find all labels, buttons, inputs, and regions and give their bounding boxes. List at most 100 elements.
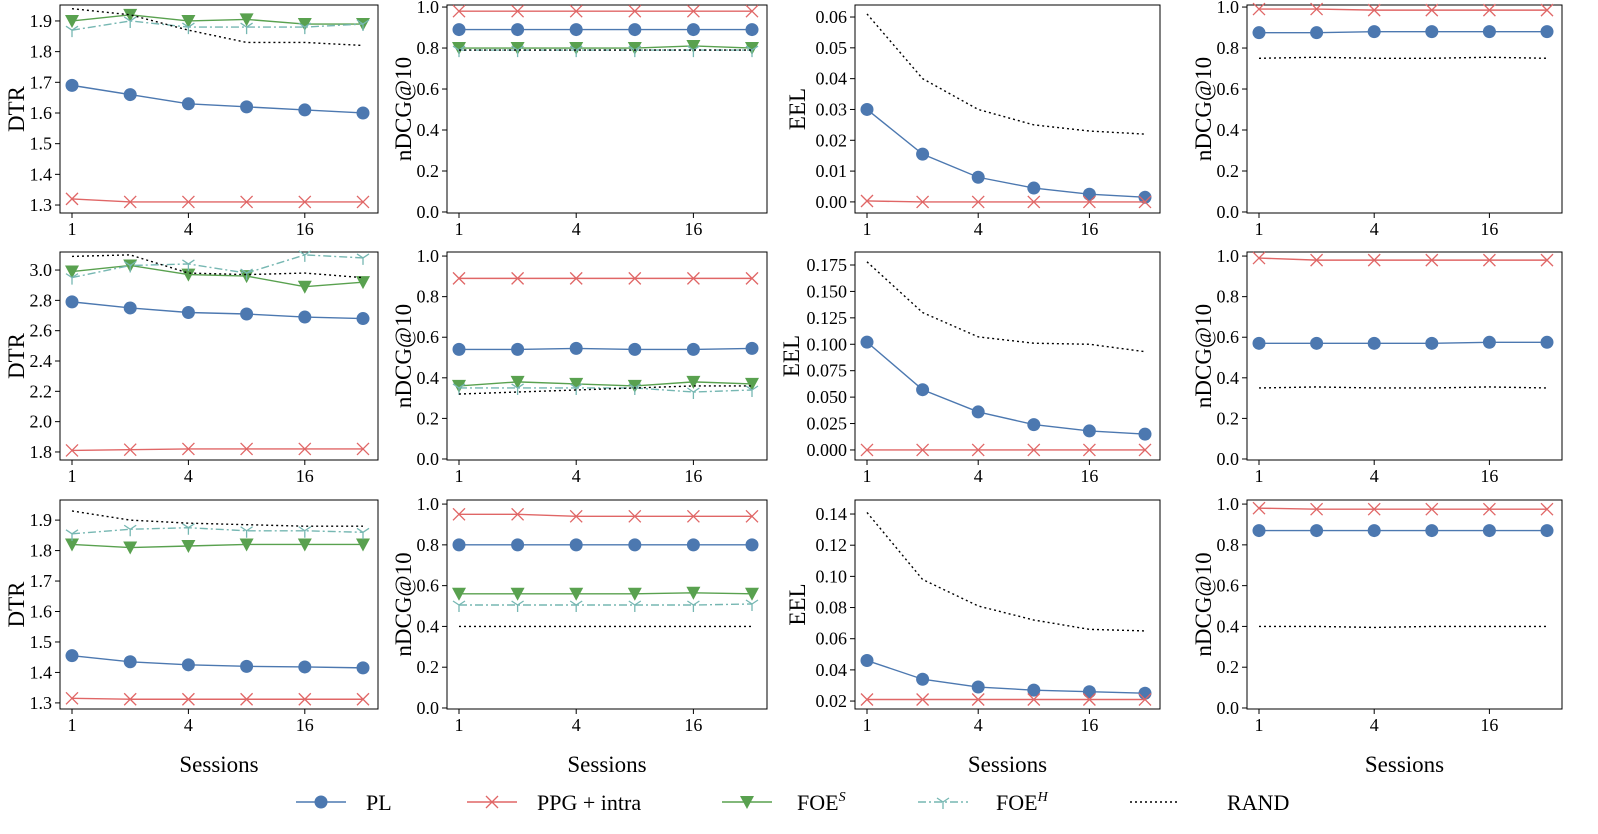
series-foeh bbox=[65, 523, 370, 541]
data-point bbox=[1082, 195, 1096, 209]
subplot-1: 1.3 1.4 1.5 1.6 1.7 1.8 1.9 1 4 16 DTR bbox=[4, 4, 379, 239]
y-tick-label: 0.4 bbox=[1217, 120, 1240, 140]
series-line bbox=[71, 264, 364, 288]
series-line bbox=[71, 254, 364, 279]
series-line bbox=[866, 512, 1146, 632]
series-line bbox=[866, 108, 1146, 198]
y-tick-label: 0.14 bbox=[816, 504, 848, 524]
y-tick-label: 0.8 bbox=[1217, 38, 1240, 58]
series-line bbox=[71, 7, 364, 47]
data-point bbox=[511, 538, 525, 552]
x-tick-label: 4 bbox=[572, 219, 581, 239]
data-point bbox=[686, 375, 701, 389]
data-point bbox=[1367, 336, 1381, 350]
y-tick-label: 0.00 bbox=[816, 192, 848, 212]
y-tick-label: 1.5 bbox=[30, 632, 53, 652]
y-tick-label: 0.4 bbox=[417, 616, 440, 636]
data-point bbox=[1310, 2, 1324, 16]
data-point bbox=[860, 443, 874, 457]
axes-frame bbox=[1246, 4, 1563, 214]
subplot-9: 1.3 1.4 1.5 1.6 1.7 1.8 1.9 1 4 16 DTR Sessions bbox=[4, 499, 379, 777]
data-point bbox=[1138, 195, 1152, 209]
data-point bbox=[1310, 26, 1324, 40]
y-tick-label: 0.0 bbox=[417, 449, 440, 469]
data-point bbox=[511, 342, 525, 356]
subplot-7: 0.000 0.025 0.050 0.075 0.100 0.125 0.150 0.175… bbox=[779, 251, 1161, 486]
subplot-8: 0.0 0.2 0.4 0.6 0.8 1.0 1 4 16 nDCG@10 bbox=[1191, 246, 1563, 486]
data-point bbox=[1540, 25, 1554, 39]
data-point bbox=[298, 526, 312, 538]
data-point bbox=[916, 147, 930, 161]
series-line bbox=[71, 14, 363, 25]
series-pl bbox=[452, 538, 759, 552]
data-point bbox=[510, 587, 525, 601]
data-point bbox=[181, 195, 195, 209]
series-line bbox=[1258, 257, 1547, 261]
axes-frame bbox=[59, 499, 379, 710]
series-pl bbox=[860, 335, 1152, 441]
y-tick-label: 0.0 bbox=[1217, 449, 1240, 469]
data-point bbox=[123, 443, 137, 457]
data-point bbox=[686, 586, 701, 600]
legend-item-ppg: PPG + intra bbox=[467, 790, 641, 815]
data-point bbox=[1425, 336, 1439, 350]
data-point bbox=[1425, 253, 1439, 267]
subplot-2: 0.0 0.2 0.4 0.6 0.8 1.0 1 4 16 nDCG@10 bbox=[391, 0, 768, 239]
data-point bbox=[240, 268, 253, 281]
data-point bbox=[1425, 25, 1439, 39]
x-axis-label: Sessions bbox=[567, 752, 646, 777]
series-rand bbox=[458, 385, 752, 395]
data-point bbox=[123, 301, 137, 315]
subplot-10: 0.0 0.2 0.4 0.6 0.8 1.0 1 4 16 nDCG@10 Sessions bbox=[391, 494, 768, 777]
series-line bbox=[71, 543, 363, 549]
data-point bbox=[1027, 418, 1041, 432]
legend-marker bbox=[314, 795, 328, 809]
data-point bbox=[745, 341, 759, 355]
data-point bbox=[745, 271, 759, 285]
data-point bbox=[1367, 3, 1381, 17]
x-tick-label: 16 bbox=[296, 466, 314, 486]
data-point bbox=[745, 4, 759, 18]
y-axis-label: nDCG@10 bbox=[1191, 304, 1216, 408]
y-tick-label: 0.8 bbox=[1217, 287, 1240, 307]
series-rand bbox=[866, 13, 1146, 135]
data-point bbox=[569, 23, 583, 37]
x-tick-label: 4 bbox=[974, 715, 983, 735]
data-point bbox=[298, 22, 312, 35]
series-rand bbox=[1258, 386, 1548, 389]
data-point bbox=[123, 524, 137, 537]
data-point bbox=[1425, 524, 1439, 538]
data-point bbox=[298, 692, 312, 706]
y-tick-label: 0.6 bbox=[417, 79, 440, 99]
data-point bbox=[65, 649, 79, 663]
data-point bbox=[356, 661, 370, 675]
series-pl bbox=[860, 102, 1152, 204]
data-point bbox=[1252, 251, 1266, 265]
series-line bbox=[866, 341, 1146, 435]
x-tick-label: 1 bbox=[68, 466, 77, 486]
series-foeh bbox=[452, 383, 759, 400]
data-point bbox=[1252, 501, 1266, 515]
legend-marker bbox=[936, 797, 950, 809]
series-foes bbox=[65, 259, 370, 294]
series-ppg bbox=[1252, 2, 1554, 17]
data-point bbox=[297, 280, 312, 294]
x-tick-label: 16 bbox=[296, 715, 314, 735]
data-point bbox=[123, 655, 137, 669]
axes-frame bbox=[1246, 499, 1563, 710]
y-axis-label: nDCG@10 bbox=[391, 57, 416, 161]
x-tick-label: 16 bbox=[1480, 466, 1498, 486]
series-ppg bbox=[860, 194, 1152, 209]
data-point bbox=[687, 600, 700, 613]
x-tick-label: 16 bbox=[1480, 219, 1498, 239]
data-point bbox=[1425, 3, 1439, 17]
y-tick-label: 0.10 bbox=[816, 566, 848, 586]
data-point bbox=[123, 8, 138, 22]
series-ppg bbox=[1252, 501, 1554, 516]
data-point bbox=[65, 25, 79, 38]
data-point bbox=[452, 600, 466, 613]
data-point bbox=[356, 276, 370, 290]
data-point bbox=[182, 22, 195, 35]
axes-frame bbox=[59, 251, 379, 461]
y-tick-label: 1.0 bbox=[1217, 494, 1240, 514]
